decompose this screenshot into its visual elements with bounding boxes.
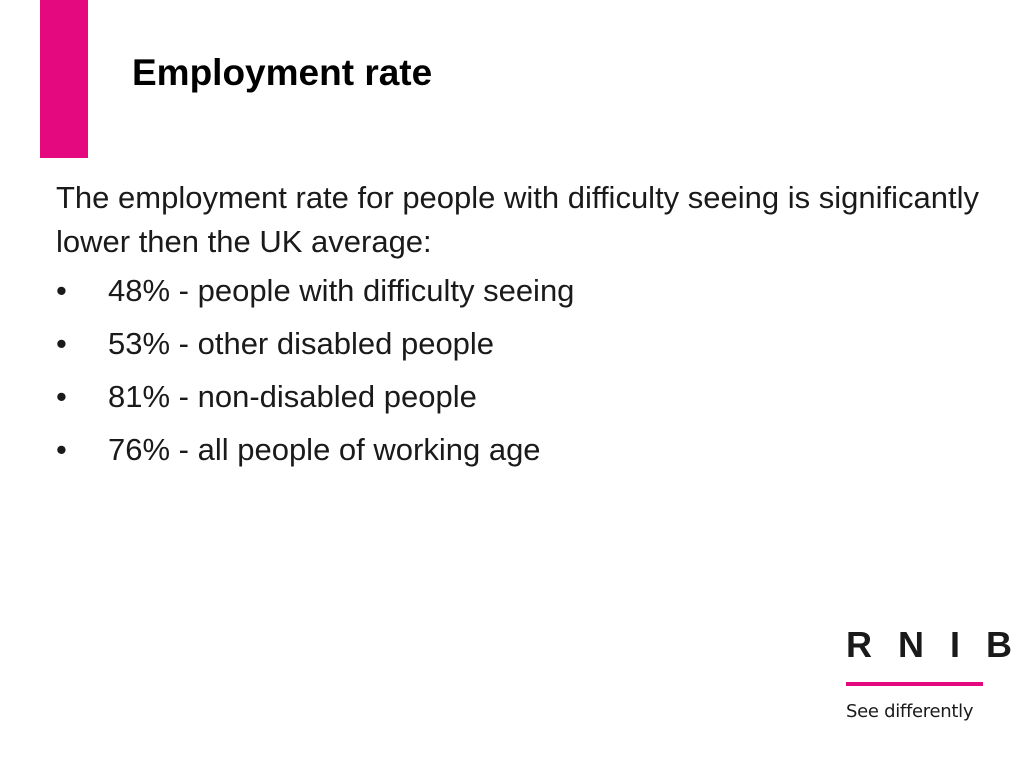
bullet-text: 53% - other disabled people <box>108 326 495 361</box>
bullet-icon: • <box>56 326 67 361</box>
bullet-text: 76% - all people of working age <box>108 432 541 467</box>
bullet-item: • 81% - non-disabled people <box>56 379 986 415</box>
bullet-list: • 48% - people with difficulty seeing • … <box>56 273 986 468</box>
bullet-text: 48% - people with difficulty seeing <box>108 273 575 308</box>
bullet-item: • 48% - people with difficulty seeing <box>56 273 986 309</box>
slide-title: Employment rate <box>132 52 433 93</box>
bullet-icon: • <box>56 432 67 467</box>
bullet-item: • 53% - other disabled people <box>56 326 986 362</box>
accent-bar <box>40 0 88 158</box>
slide-body: The employment rate for people with diff… <box>56 176 986 485</box>
bullet-text: 81% - non-disabled people <box>108 379 477 414</box>
bullet-icon: • <box>56 379 67 414</box>
bullet-icon: • <box>56 273 67 308</box>
logo-tagline: See differently <box>846 701 974 722</box>
logo-wordmark: R N I B <box>846 624 1021 665</box>
intro-text: The employment rate for people with diff… <box>56 180 979 259</box>
bullet-item: • 76% - all people of working age <box>56 432 986 468</box>
logo-rule <box>846 682 983 686</box>
rnib-logo: R N I B See differently <box>846 624 1021 723</box>
